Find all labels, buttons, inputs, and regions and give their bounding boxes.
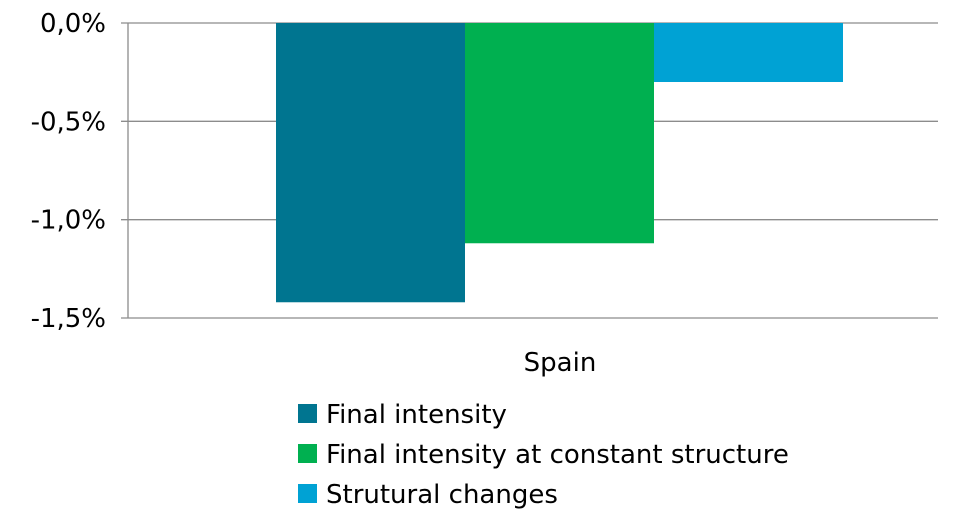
bars [276,23,843,303]
legend: Final intensity Final intensity at consta… [298,400,789,510]
legend-swatch [298,404,317,423]
legend-label: Final intensity [326,400,507,430]
legend-label: Strutural changes [326,480,558,510]
y-tick-label: -1,5% [31,304,106,334]
y-tick-label: -1,0% [31,206,106,236]
y-axis-ticks: 0,0% -0,5% -1,0% -1,5% [31,9,106,334]
y-tick-label: 0,0% [40,9,106,39]
legend-swatch [298,444,317,463]
legend-label: Final intensity at constant structure [326,440,789,470]
bar-1 [276,23,465,303]
legend-swatch [298,484,317,503]
category-label-spain: Spain [524,348,597,378]
y-tick-label: -0,5% [31,107,106,137]
bar-3 [654,23,843,82]
bar-2 [465,23,654,244]
